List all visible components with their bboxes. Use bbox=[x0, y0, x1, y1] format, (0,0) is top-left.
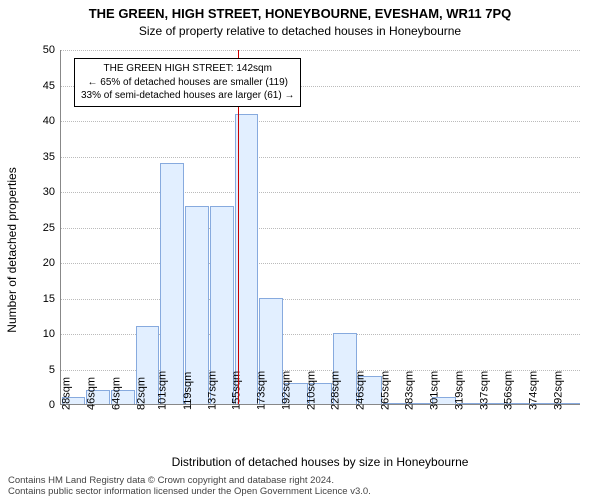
y-tick: 45 bbox=[43, 80, 61, 92]
bar-slot: 301sqm bbox=[432, 50, 457, 404]
y-tick: 5 bbox=[49, 364, 61, 376]
x-tick: 155sqm bbox=[227, 371, 243, 410]
x-tick: 337sqm bbox=[474, 371, 490, 410]
x-tick: 283sqm bbox=[400, 371, 416, 410]
bar-slot: 210sqm bbox=[308, 50, 333, 404]
x-tick: 246sqm bbox=[350, 371, 366, 410]
x-tick: 265sqm bbox=[375, 371, 391, 410]
bar bbox=[160, 163, 184, 404]
bar-slot: 265sqm bbox=[382, 50, 407, 404]
footer-line-2: Contains public sector information licen… bbox=[8, 486, 371, 497]
chart-title-sub: Size of property relative to detached ho… bbox=[0, 24, 600, 38]
y-tick: 40 bbox=[43, 115, 61, 127]
x-tick: 319sqm bbox=[449, 371, 465, 410]
annotation-line: ← 65% of detached houses are smaller (11… bbox=[81, 76, 294, 90]
y-tick: 20 bbox=[43, 257, 61, 269]
y-tick: 50 bbox=[43, 44, 61, 56]
chart-footer: Contains HM Land Registry data © Crown c… bbox=[8, 475, 371, 497]
x-tick: 210sqm bbox=[301, 371, 317, 410]
y-tick: 10 bbox=[43, 328, 61, 340]
bar-slot: 228sqm bbox=[333, 50, 358, 404]
y-tick: 30 bbox=[43, 186, 61, 198]
x-tick: 28sqm bbox=[57, 377, 73, 410]
x-tick: 82sqm bbox=[131, 377, 147, 410]
bar-slot: 319sqm bbox=[457, 50, 482, 404]
bar-slot: 337sqm bbox=[481, 50, 506, 404]
annotation-line: 33% of semi-detached houses are larger (… bbox=[81, 89, 294, 103]
annotation-line: THE GREEN HIGH STREET: 142sqm bbox=[81, 62, 294, 76]
footer-line-1: Contains HM Land Registry data © Crown c… bbox=[8, 475, 371, 486]
bar-slot: 246sqm bbox=[358, 50, 383, 404]
x-axis-label: Distribution of detached houses by size … bbox=[60, 455, 580, 469]
x-tick: 119sqm bbox=[178, 372, 194, 410]
x-tick: 101sqm bbox=[153, 371, 169, 410]
marker-annotation: THE GREEN HIGH STREET: 142sqm← 65% of de… bbox=[74, 58, 301, 107]
x-tick: 64sqm bbox=[106, 377, 122, 410]
chart-title-main: THE GREEN, HIGH STREET, HONEYBOURNE, EVE… bbox=[0, 6, 600, 21]
histogram-chart: THE GREEN, HIGH STREET, HONEYBOURNE, EVE… bbox=[0, 0, 600, 500]
x-tick: 374sqm bbox=[523, 371, 539, 410]
y-tick: 15 bbox=[43, 293, 61, 305]
bar-slot: 374sqm bbox=[531, 50, 556, 404]
x-tick: 173sqm bbox=[252, 371, 268, 410]
y-tick: 25 bbox=[43, 222, 61, 234]
x-tick: 137sqm bbox=[202, 371, 218, 410]
y-axis-label: Number of detached properties bbox=[5, 167, 19, 332]
bar-slot: 356sqm bbox=[506, 50, 531, 404]
x-tick: 356sqm bbox=[499, 371, 515, 410]
x-tick: 228sqm bbox=[326, 371, 342, 410]
bar-slot: 392sqm bbox=[555, 50, 580, 404]
x-tick: 46sqm bbox=[82, 377, 98, 410]
x-tick: 301sqm bbox=[425, 371, 441, 410]
bar-slot: 283sqm bbox=[407, 50, 432, 404]
x-tick: 392sqm bbox=[548, 371, 564, 410]
x-tick: 192sqm bbox=[276, 371, 292, 410]
y-tick: 35 bbox=[43, 151, 61, 163]
